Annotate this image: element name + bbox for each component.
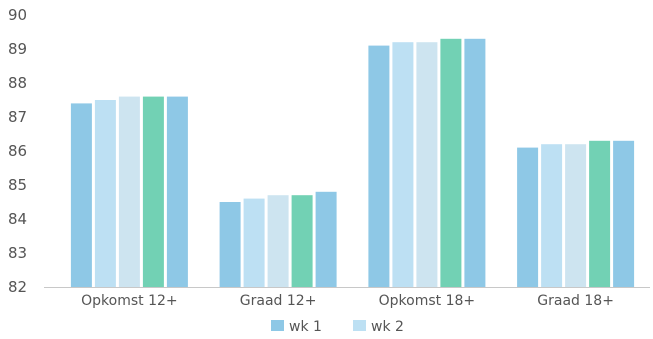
bar [267,195,289,287]
bar [613,140,635,287]
bar [440,38,462,287]
y-tick-label: 84 [8,210,27,228]
x-tick-label: Graad 12+ [240,293,317,309]
bar [94,100,116,287]
y-tick-label: 90 [8,6,27,24]
y-tick-label: 88 [8,74,27,92]
bar [142,96,164,287]
y-tick-label: 82 [8,278,27,296]
bar [464,38,486,287]
legend-swatch [353,320,366,331]
legend-swatch [271,320,284,331]
legend-label: wk 2 [371,319,404,335]
y-tick-label: 87 [8,108,27,126]
bar [392,42,414,288]
x-tick-label: Opkomst 18+ [379,293,476,309]
x-tick-label: Opkomst 12+ [81,293,178,309]
y-tick-label: 89 [8,40,27,58]
legend: wk 1 wk 2 [271,319,404,335]
y-axis: 82 83 84 85 86 87 88 89 90 [8,6,27,296]
y-tick-label: 83 [8,244,27,262]
bar [291,195,313,287]
bar [166,96,188,287]
bar [70,103,92,288]
bar [541,144,563,287]
bar [589,140,611,287]
bars [70,38,635,288]
bar [315,191,337,287]
y-tick-label: 85 [8,176,27,194]
bar [118,96,140,287]
x-axis: Opkomst 12+ Graad 12+ Opkomst 18+ Graad 18+ [81,293,614,309]
bar [219,202,241,287]
y-tick-label: 86 [8,142,27,160]
bar [565,144,587,287]
bar [517,147,539,287]
bar [416,42,438,288]
x-tick-label: Graad 18+ [537,293,614,309]
legend-label: wk 1 [289,319,322,335]
bar [368,45,390,287]
bar [243,198,265,287]
